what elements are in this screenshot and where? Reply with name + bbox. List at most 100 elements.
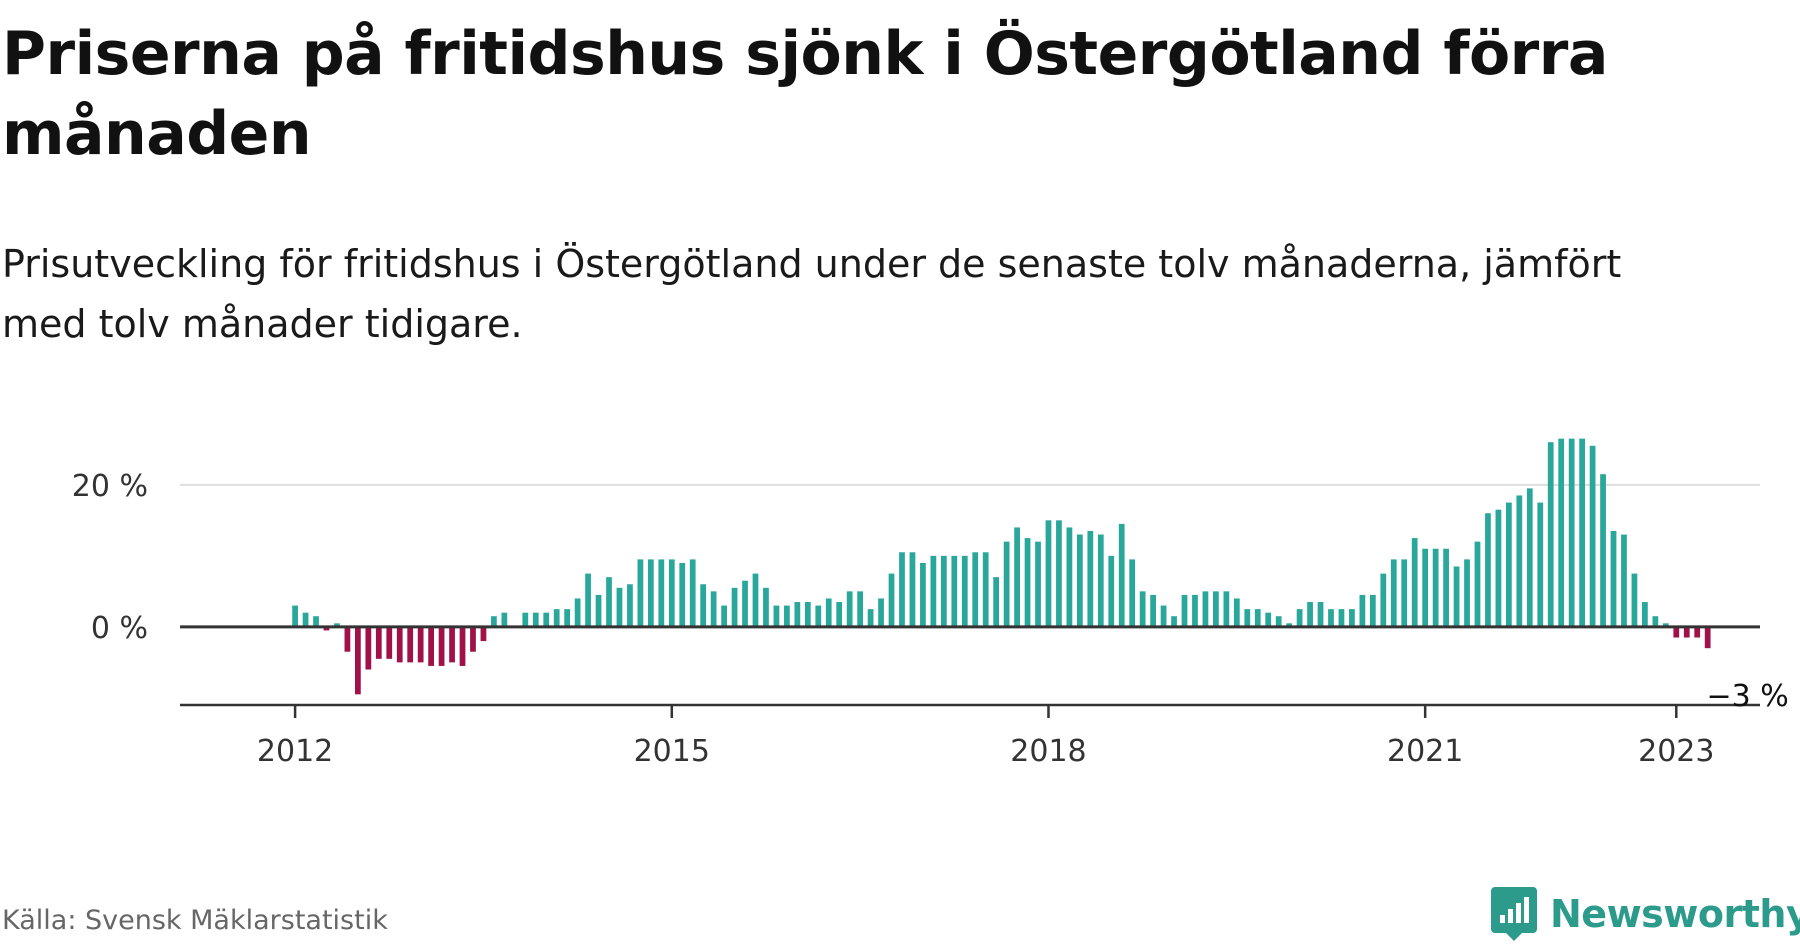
bar — [1694, 626, 1701, 638]
bar — [1150, 594, 1156, 627]
x-tick-label: 2023 — [1638, 734, 1714, 769]
bar — [1631, 573, 1638, 627]
bar — [1045, 520, 1052, 627]
bar — [1432, 548, 1439, 627]
bar — [1495, 509, 1502, 627]
bar — [1296, 609, 1303, 627]
bar — [993, 577, 1000, 627]
bar — [417, 626, 424, 663]
bar — [961, 555, 968, 627]
bar — [480, 626, 487, 642]
bar — [1704, 626, 1711, 649]
source-note: Källa: Svensk Mäklarstatistik — [2, 905, 388, 936]
bar — [616, 587, 623, 627]
bar — [1474, 541, 1481, 627]
bar — [1673, 626, 1680, 638]
bar — [1317, 602, 1324, 627]
bar — [428, 626, 434, 666]
bar — [323, 626, 330, 631]
bar — [574, 598, 581, 627]
bar — [1526, 488, 1533, 627]
bar — [1579, 438, 1585, 627]
bar — [396, 626, 403, 663]
bar — [606, 577, 612, 627]
bar — [375, 626, 382, 659]
bar — [930, 555, 937, 627]
bar — [1600, 474, 1606, 627]
bar — [668, 559, 675, 627]
bar — [752, 573, 759, 627]
x-tick-label: 2012 — [257, 734, 333, 769]
bar — [1443, 548, 1449, 627]
bar — [522, 612, 529, 627]
x-tick-label: 2021 — [1387, 734, 1463, 769]
bar — [1254, 609, 1261, 627]
bar — [721, 605, 727, 627]
bar — [438, 626, 445, 666]
bar — [355, 626, 361, 695]
bar — [553, 609, 560, 627]
bar — [1621, 534, 1627, 627]
bar — [1547, 442, 1554, 627]
bar — [1265, 612, 1272, 627]
bar — [1192, 594, 1198, 627]
bar — [1506, 502, 1512, 627]
bar — [1453, 566, 1460, 627]
bar — [449, 626, 455, 663]
page-title: Priserna på fritidshus sjönk i Östergötl… — [2, 19, 1608, 169]
bar — [1537, 502, 1544, 627]
bar — [491, 616, 497, 627]
y-tick-label: 0 % — [91, 611, 148, 646]
bar — [836, 602, 843, 627]
bar — [1589, 445, 1596, 627]
bar — [1390, 559, 1397, 627]
bar — [940, 555, 947, 627]
bar — [595, 594, 602, 627]
bar — [334, 623, 340, 627]
bar — [700, 584, 707, 627]
y-tick-label: 20 % — [72, 469, 148, 504]
bar — [1568, 438, 1575, 627]
bar — [815, 605, 822, 627]
newsworthy-logo-icon — [1491, 887, 1537, 941]
bar — [637, 559, 644, 627]
bar — [1076, 534, 1083, 627]
bar — [1024, 538, 1031, 627]
bar — [1610, 530, 1617, 627]
bar — [1369, 594, 1376, 627]
bar — [710, 591, 717, 627]
bar — [313, 616, 319, 627]
bar — [909, 552, 916, 627]
bar — [658, 559, 665, 627]
bar — [731, 587, 738, 627]
bar — [1233, 598, 1240, 627]
bar — [1516, 495, 1523, 627]
bar — [1223, 591, 1230, 627]
bar — [888, 573, 895, 627]
bar — [1411, 538, 1418, 627]
bar — [1359, 594, 1366, 627]
brand-name: Newsworthy — [1550, 892, 1800, 936]
x-tick-label: 2015 — [634, 734, 710, 769]
bar — [1181, 594, 1188, 627]
bar — [1118, 523, 1125, 627]
bar — [407, 626, 414, 663]
bar — [804, 602, 811, 627]
bar — [459, 626, 466, 666]
bar — [1349, 609, 1355, 627]
bar — [794, 602, 801, 627]
bar — [1087, 530, 1094, 627]
bar — [1035, 541, 1041, 627]
bar — [647, 559, 654, 627]
bar — [1401, 559, 1408, 627]
bar — [1642, 602, 1648, 627]
bar — [1380, 573, 1387, 627]
axes — [180, 625, 1760, 718]
bar — [1307, 602, 1313, 627]
x-tick-label: 2018 — [1010, 734, 1086, 769]
bar — [846, 591, 853, 627]
bar — [564, 609, 571, 627]
bar — [543, 612, 550, 627]
bar — [501, 612, 508, 627]
bar — [1003, 541, 1010, 627]
